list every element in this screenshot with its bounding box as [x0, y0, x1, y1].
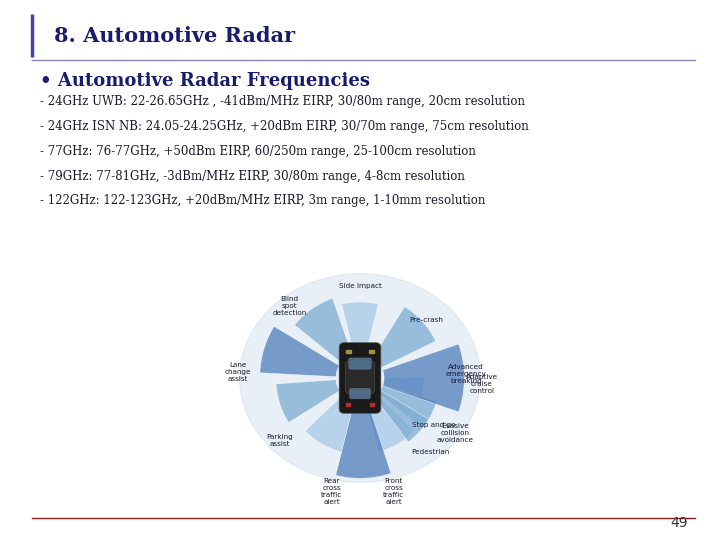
- Bar: [369, 403, 374, 406]
- Text: Advanced
emergency
breaking: Advanced emergency breaking: [446, 364, 486, 384]
- Text: 8. Automotive Radar: 8. Automotive Radar: [54, 25, 295, 46]
- Polygon shape: [366, 395, 415, 452]
- Text: Pedestrian: Pedestrian: [411, 449, 450, 455]
- Text: • Automotive Radar Frequencies: • Automotive Radar Frequencies: [40, 72, 369, 90]
- Text: - 79GHz: 77-81GHz, -3dBm/MHz EIRP, 30/80m range, 4-8cm resolution: - 79GHz: 77-81GHz, -3dBm/MHz EIRP, 30/80…: [40, 170, 464, 183]
- Text: - 77GHz: 76-77GHz, +50dBm EIRP, 60/250m range, 25-100cm resolution: - 77GHz: 76-77GHz, +50dBm EIRP, 60/250m …: [40, 145, 475, 158]
- Text: 49: 49: [670, 516, 688, 530]
- Text: Front
cross
traffic
alert: Front cross traffic alert: [383, 478, 405, 505]
- Polygon shape: [294, 298, 352, 363]
- Text: Side impact: Side impact: [338, 283, 382, 289]
- Text: Adaptive
cruise
control: Adaptive cruise control: [466, 374, 498, 394]
- FancyBboxPatch shape: [348, 358, 372, 369]
- Polygon shape: [373, 307, 436, 367]
- FancyBboxPatch shape: [346, 361, 374, 393]
- Text: - 24GHz ISN NB: 24.05-24.25GHz, +20dBm EIRP, 30/70m range, 75cm resolution: - 24GHz ISN NB: 24.05-24.25GHz, +20dBm E…: [40, 120, 528, 133]
- Text: - 122GHz: 122-123GHz, +20dBm/MHz EIRP, 3m range, 1-10mm resolution: - 122GHz: 122-123GHz, +20dBm/MHz EIRP, 3…: [40, 194, 485, 207]
- Polygon shape: [374, 390, 429, 442]
- Polygon shape: [260, 326, 339, 377]
- Text: Pre-crash: Pre-crash: [409, 317, 443, 323]
- Text: Stop and go: Stop and go: [412, 422, 456, 428]
- Text: Rear
cross
traffic
alert: Rear cross traffic alert: [321, 478, 343, 505]
- FancyBboxPatch shape: [350, 388, 370, 399]
- Polygon shape: [379, 385, 437, 428]
- Polygon shape: [383, 344, 464, 412]
- Polygon shape: [305, 395, 354, 452]
- Text: - 24GHz UWB: 22-26.65GHz , -41dBm/MHz EIRP, 30/80m range, 20cm resolution: - 24GHz UWB: 22-26.65GHz , -41dBm/MHz EI…: [40, 95, 525, 108]
- Polygon shape: [383, 377, 424, 397]
- Ellipse shape: [240, 274, 480, 482]
- Polygon shape: [341, 302, 379, 355]
- Text: Lane
change
assist: Lane change assist: [225, 362, 251, 382]
- Text: Blind
spot
detection: Blind spot detection: [272, 296, 307, 316]
- FancyBboxPatch shape: [339, 343, 381, 413]
- Polygon shape: [336, 401, 391, 478]
- Bar: [346, 350, 351, 353]
- Bar: [346, 403, 351, 406]
- Text: Parking
assist: Parking assist: [266, 434, 293, 447]
- Polygon shape: [276, 380, 340, 423]
- Text: Evasive
collision
avoidance: Evasive collision avoidance: [436, 423, 473, 443]
- Bar: [369, 350, 374, 353]
